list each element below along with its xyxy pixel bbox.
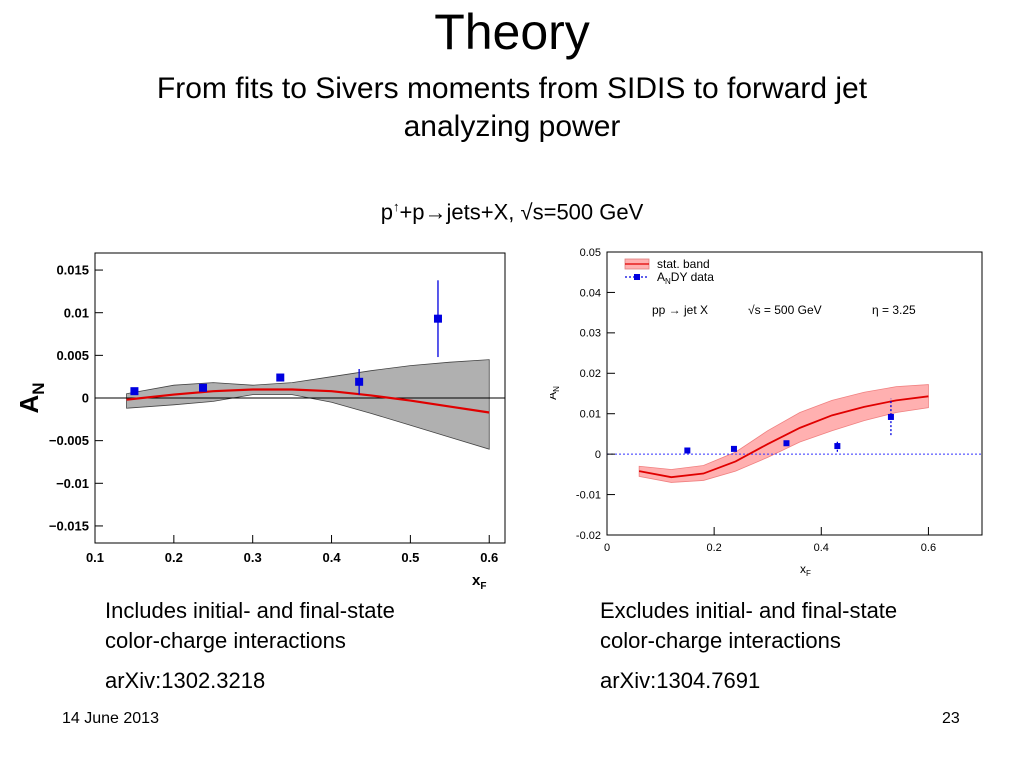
uncertainty-band	[126, 359, 490, 450]
x-tick-label: 0.2	[706, 542, 721, 554]
y-tick-label: 0.015	[56, 263, 89, 278]
x-tick-label: 0.1	[86, 550, 104, 565]
y-tick-label: 0.05	[580, 247, 601, 259]
x-tick-label: 0.4	[814, 542, 829, 554]
right-reference: arXiv:1304.7691	[600, 668, 761, 693]
legend-data-marker	[634, 274, 640, 280]
left-xlabel: xF	[472, 572, 486, 592]
data-point	[783, 440, 790, 447]
y-tick-label: 0	[82, 391, 89, 406]
slide-subtitle: From fits to Sivers moments from SIDIS t…	[156, 72, 868, 143]
reaction-rest: +p→jets+X, √s=500 GeV	[399, 199, 644, 225]
data-point	[684, 447, 691, 454]
x-tick-label: 0.5	[401, 550, 419, 565]
data-point	[355, 377, 364, 386]
annotation-energy: √s = 500 GeV	[748, 303, 822, 317]
right-caption: Excludes initial- and final-state color-…	[600, 596, 897, 696]
y-tick-label: 0.005	[56, 348, 89, 363]
spin-up-arrow: ↑	[392, 199, 400, 214]
right-ylabel: AN	[550, 386, 561, 400]
reaction-label: p↑+p→jets+X, √s=500 GeV	[0, 193, 1024, 226]
right-caption-line2: color-charge interactions	[600, 628, 841, 653]
x-tick-label: 0	[604, 542, 610, 554]
x-tick-label: 0.6	[921, 542, 936, 554]
right-caption-line1: Excludes initial- and final-state	[600, 598, 898, 623]
left-caption-line1: Includes initial- and final-state	[105, 598, 395, 623]
annotation-process: pp → jet X	[652, 303, 708, 317]
y-tick-label: 0.01	[64, 305, 89, 320]
y-tick-label: -0.02	[576, 530, 601, 542]
data-point	[834, 443, 841, 450]
theory-curve	[638, 395, 929, 479]
right-ylabel-text: AN	[550, 386, 561, 400]
y-tick-label: 0.04	[580, 287, 601, 299]
y-tick-label: −0.015	[49, 518, 89, 533]
right-xlabel: xF	[800, 562, 811, 578]
legend-data-label: ANDY data	[657, 270, 714, 286]
x-tick-label: 0.4	[322, 550, 341, 565]
x-tick-label: 0.2	[165, 550, 183, 565]
legend-band-label: stat. band	[657, 257, 710, 271]
data-point	[276, 373, 285, 382]
data-point	[433, 314, 442, 323]
reaction-proton: p	[380, 199, 393, 225]
left-caption: Includes initial- and final-state color-…	[105, 596, 395, 696]
slide-title: Theory	[434, 4, 590, 60]
y-tick-label: -0.01	[576, 489, 601, 501]
data-point	[199, 383, 208, 392]
x-tick-label: 0.6	[480, 550, 498, 565]
y-tick-label: 0.03	[580, 328, 601, 340]
y-tick-label: 0	[595, 449, 601, 461]
y-tick-label: 0.01	[580, 409, 601, 421]
left-caption-line2: color-charge interactions	[105, 628, 346, 653]
x-tick-label: 0.3	[244, 550, 262, 565]
left-ylabel-text: AN	[14, 382, 48, 413]
y-tick-label: −0.01	[56, 476, 89, 491]
left-chart: 0.1 0.2 0.3 0.4 0.5 0.6 0.015 0.01 0.005 0 −0.005 −…	[14, 252, 506, 592]
y-tick-label: −0.005	[49, 433, 89, 448]
left-reference: arXiv:1302.3218	[105, 668, 266, 693]
annotation-rapidity: η = 3.25	[872, 303, 916, 317]
data-point	[887, 413, 894, 420]
footer-date: 14 June 2013	[62, 710, 159, 727]
y-tick-label: 0.02	[580, 368, 601, 380]
theory-curve	[126, 388, 490, 414]
left-ylabel: AN	[14, 382, 48, 413]
right-legend: stat. band ANDY data	[624, 257, 714, 286]
data-point	[130, 387, 139, 396]
data-point	[730, 445, 737, 452]
right-chart: 0 0.2 0.4 0.6 0.05 0.04 0.03 0.02 0.01 0 -0.01 -0.0…	[550, 247, 983, 578]
footer-page-number: 23	[942, 710, 960, 727]
